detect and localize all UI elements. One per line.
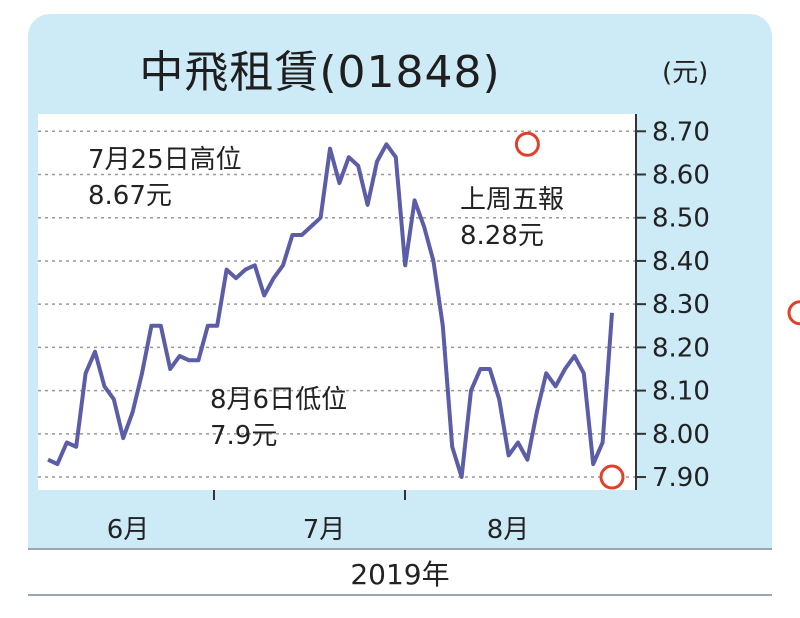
annotation-line2: 8.28元 bbox=[460, 221, 544, 251]
annotation-line2: 8.67元 bbox=[88, 181, 172, 211]
y-tick-label: 8.20 bbox=[652, 333, 710, 363]
annotation-line1: 上周五報 bbox=[460, 185, 564, 215]
month-label: 8月 bbox=[487, 515, 530, 545]
y-tick-label: 8.60 bbox=[652, 161, 710, 191]
chart-title: 中飛租賃(01848) bbox=[139, 47, 501, 98]
y-tick-label: 8.10 bbox=[652, 377, 710, 407]
x-axis-label: 2019年 bbox=[350, 558, 450, 591]
annotation-marker bbox=[514, 131, 540, 157]
y-tick-label: 7.90 bbox=[652, 463, 710, 493]
y-tick-label: 8.00 bbox=[652, 420, 710, 450]
y-tick-label: 8.40 bbox=[652, 247, 710, 277]
annotation-marker bbox=[599, 464, 625, 490]
annotation-marker bbox=[787, 300, 800, 326]
markers bbox=[514, 131, 800, 490]
x-axis: 6月 7月 8月 bbox=[107, 490, 530, 545]
annotations: 7月25日高位 8.67元 8月6日低位 7.9元 上周五報 8.28元 bbox=[88, 145, 564, 451]
price-line bbox=[47, 142, 614, 479]
month-label: 7月 bbox=[303, 515, 346, 545]
annotation-line1: 7月25日高位 bbox=[88, 145, 242, 175]
unit-label: (元) bbox=[662, 58, 709, 88]
year-band bbox=[28, 548, 772, 596]
annotation-line1: 8月6日低位 bbox=[210, 385, 347, 415]
y-tick-label: 8.50 bbox=[652, 204, 710, 234]
annotation-line2: 7.9元 bbox=[210, 421, 277, 451]
y-tick-label: 8.70 bbox=[652, 117, 710, 147]
month-label: 6月 bbox=[107, 515, 150, 545]
y-axis: 8.70 8.60 8.50 8.40 8.30 8.20 8.10 8.00 7.90 bbox=[635, 114, 710, 493]
y-tick-label: 8.30 bbox=[652, 290, 710, 320]
